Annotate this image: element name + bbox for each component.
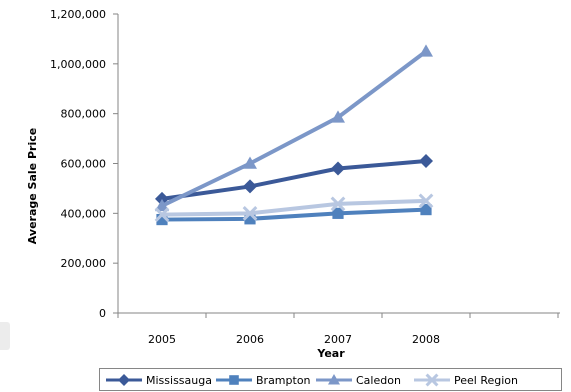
x-tick-label: 2008 — [412, 333, 440, 346]
series-layer — [154, 44, 434, 226]
side-tab — [0, 322, 10, 350]
y-tick-label: 400,000 — [61, 207, 107, 220]
x-tick-label: 2006 — [236, 333, 264, 346]
legend-item-caledon: Caledon — [316, 374, 401, 387]
series-line-mississauga — [161, 159, 427, 201]
data-point-peel-region — [154, 207, 170, 222]
series-line-peel-region — [161, 198, 427, 217]
plot-axes — [113, 13, 560, 318]
series-brampton — [156, 203, 432, 226]
series-line-brampton — [161, 207, 427, 222]
y-tick-label: 800,000 — [61, 108, 107, 121]
legend-marker-brampton — [229, 375, 239, 385]
data-point-brampton — [244, 213, 256, 225]
legend-label-peel-region: Peel Region — [454, 374, 518, 387]
y-tick-label: 0 — [99, 307, 106, 320]
data-point-brampton — [156, 213, 168, 226]
y-tick-label: 1,200,000 — [50, 8, 106, 21]
data-point-peel-region — [330, 196, 346, 212]
data-point-peel-region — [418, 193, 434, 209]
legend-label-mississauga: Mississauga — [146, 374, 212, 387]
legend-item-peel-region: Peel Region — [414, 373, 518, 387]
data-point-mississauga — [331, 161, 345, 176]
data-point-mississauga — [419, 154, 433, 169]
y-tick-label: 600,000 — [61, 158, 107, 171]
series-peel-region — [154, 193, 434, 222]
x-tick-labels: 2005 2006 2007 2008 — [148, 333, 440, 346]
legend-marker-caledon — [328, 374, 340, 385]
series-mississauga — [155, 154, 433, 206]
legend-label-brampton: Brampton — [256, 374, 311, 387]
x-tick-label: 2005 — [148, 333, 176, 346]
series-caledon — [155, 44, 433, 212]
data-point-caledon — [419, 44, 433, 57]
data-point-caledon — [243, 156, 257, 169]
data-point-caledon — [331, 110, 345, 123]
legend-marker-mississauga — [118, 374, 130, 386]
legend-item-brampton: Brampton — [216, 374, 311, 387]
y-axis-title: Average Sale Price — [26, 128, 39, 244]
y-tick-labels: 0 200,000 400,000 600,000 800,000 1,000,000 1,… — [50, 8, 106, 320]
legend: Mississauga Brampton Caledon Peel Region — [99, 368, 562, 391]
data-point-brampton — [332, 207, 344, 219]
legend-label-caledon: Caledon — [356, 374, 401, 387]
x-axis-title: Year — [316, 347, 345, 360]
data-point-brampton — [420, 203, 432, 216]
x-tick-label: 2007 — [324, 333, 352, 346]
y-tick-label: 200,000 — [61, 257, 107, 270]
data-point-caledon — [155, 198, 169, 212]
data-point-mississauga — [243, 179, 257, 194]
data-point-peel-region — [242, 205, 258, 221]
series-line-caledon — [161, 49, 428, 208]
legend-item-mississauga: Mississauga — [106, 374, 212, 387]
y-tick-label: 1,000,000 — [50, 58, 106, 71]
legend-marker-peel-region — [425, 373, 439, 387]
